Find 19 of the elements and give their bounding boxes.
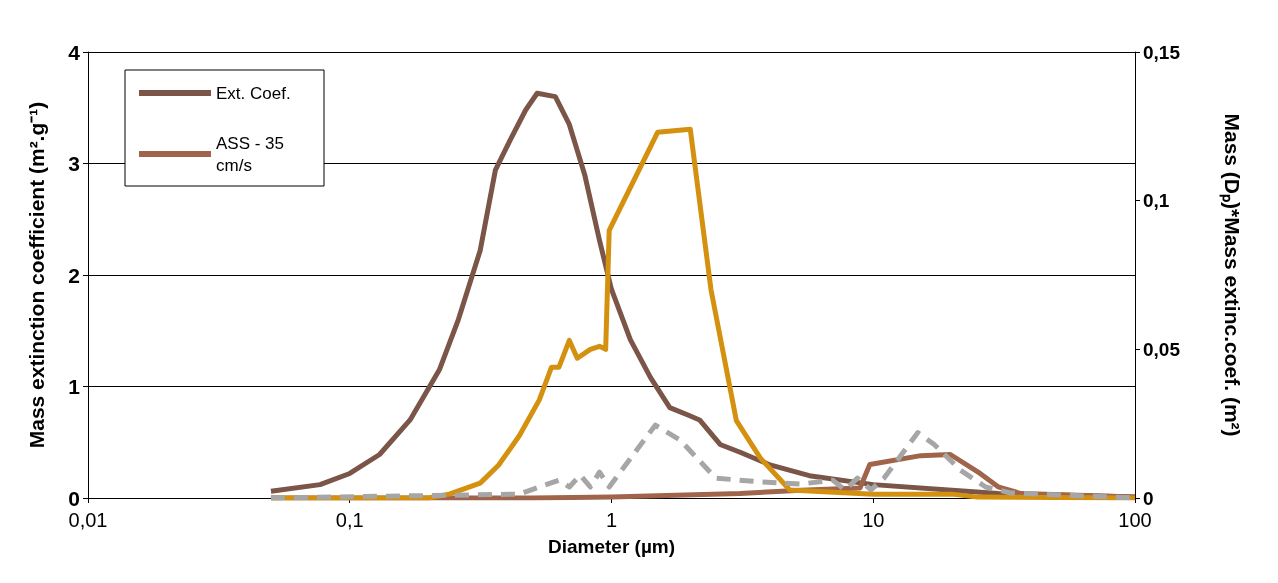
y2-tick-label: 0 — [1143, 487, 1154, 509]
y-tick-label: 4 — [68, 40, 81, 64]
x-tick-label: 0,1 — [335, 509, 364, 531]
x-tick-label: 1 — [605, 509, 618, 531]
x-tick-label: 10 — [862, 509, 885, 531]
x-axis-title: Diameter (µm) — [547, 536, 676, 558]
y-tick-label: 1 — [68, 375, 81, 398]
y2-tick-label: 0,05 — [1143, 338, 1181, 360]
y-tick-label: 2 — [68, 263, 80, 287]
legend-label: ASS - 35 cm/s — [216, 133, 289, 175]
y-tick-label: 3 — [68, 152, 80, 175]
y2-tick-label: 0,15 — [1143, 41, 1181, 63]
y-axis-title: Mass extinction coefficient (m².g⁻¹) — [24, 101, 48, 449]
legend-label: Ext. Coef. — [216, 83, 291, 103]
y-tick-label: 0 — [68, 486, 80, 510]
y2-axis-title: Mass (Dₚ)*Mass extinc.coef. (m²) — [1218, 113, 1244, 437]
y2-tick-label: 0,1 — [1143, 190, 1170, 212]
x-tick-label: 0,01 — [68, 509, 108, 531]
x-tick-label: 100 — [1118, 509, 1152, 531]
